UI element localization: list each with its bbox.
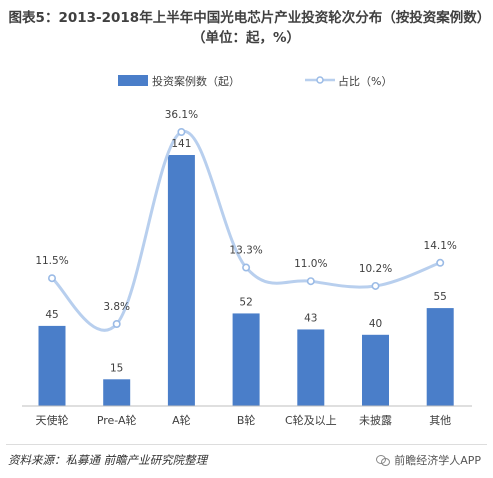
ratio-value-label: 36.1% — [165, 109, 198, 121]
ratio-point-5 — [371, 281, 380, 290]
points-layer — [47, 128, 445, 328]
ratio-point-2 — [177, 128, 186, 137]
bar-1 — [103, 379, 131, 406]
x-tick-label: B轮 — [237, 413, 256, 427]
bar-value-label: 141 — [171, 138, 191, 150]
credit-text: 前瞻经济学人APP — [394, 454, 481, 467]
source-note: 资料来源：私募通 前瞻产业研究院整理 — [8, 453, 208, 467]
bar-6 — [426, 308, 454, 406]
ratio-point-3 — [242, 263, 251, 272]
bar-5 — [362, 334, 389, 406]
bar-value-label: 40 — [369, 318, 382, 330]
labels-layer: 45 11.5% 15 3.8% 141 36.1% 52 13.3% 43 11.0% 40 10.… — [35, 109, 457, 374]
ratio-value-label: 3.8% — [103, 301, 130, 313]
bars-layer — [38, 155, 454, 406]
chart-title: 图表5：2013-2018年上半年中国光电芯片产业投资轮次分布（按投资案例数）（… — [8, 10, 484, 46]
bar-3 — [232, 313, 260, 406]
ratio-point-4 — [306, 277, 315, 286]
bar-0 — [38, 325, 66, 406]
bar-value-label: 55 — [434, 291, 447, 303]
bar-2 — [167, 155, 195, 406]
footer: 资料来源：私募通 前瞻产业研究院整理 前瞻经济学人APP — [0, 440, 493, 478]
x-tick-label: 其他 — [429, 414, 451, 427]
footer-divider — [6, 444, 487, 445]
credit: 前瞻经济学人APP — [376, 452, 481, 468]
x-tick-labels: 天使轮 Pre-A轮 A轮 B轮 C轮及以上 未披露 其他 — [36, 413, 452, 427]
bar-value-label: 52 — [239, 296, 252, 308]
ratio-value-label: 11.0% — [294, 258, 327, 270]
x-tick-label: Pre-A轮 — [97, 413, 137, 427]
chart-area: 投资案例数（起） 占比（%） 45 11.5% 15 3.8% 141 36.1% 52 13… — [22, 74, 472, 427]
ratio-point-0 — [47, 274, 56, 283]
legend-line-label: 占比（%） — [338, 74, 392, 88]
ratio-point-6 — [436, 258, 445, 267]
legend-bar-label: 投资案例数（起） — [152, 74, 240, 88]
ratio-value-label: 13.3% — [229, 245, 262, 257]
bar-4 — [297, 329, 325, 406]
bar-value-label: 45 — [45, 309, 58, 321]
ratio-value-label: 10.2% — [359, 263, 392, 275]
ratio-value-label: 14.1% — [424, 240, 457, 252]
legend: 投资案例数（起） 占比（%） — [118, 74, 392, 88]
x-tick-label: 天使轮 — [36, 413, 69, 427]
legend-bar-swatch — [118, 75, 148, 86]
ratio-value-label: 11.5% — [35, 255, 68, 267]
bar-value-label: 43 — [304, 312, 317, 324]
bar-value-label: 15 — [110, 362, 123, 374]
x-tick-label: A轮 — [172, 413, 191, 427]
legend-line-marker — [316, 76, 324, 84]
wechat-icon — [376, 454, 391, 466]
x-tick-label: 未披露 — [359, 413, 392, 427]
ratio-point-1 — [112, 319, 121, 328]
x-tick-label: C轮及以上 — [285, 413, 337, 427]
